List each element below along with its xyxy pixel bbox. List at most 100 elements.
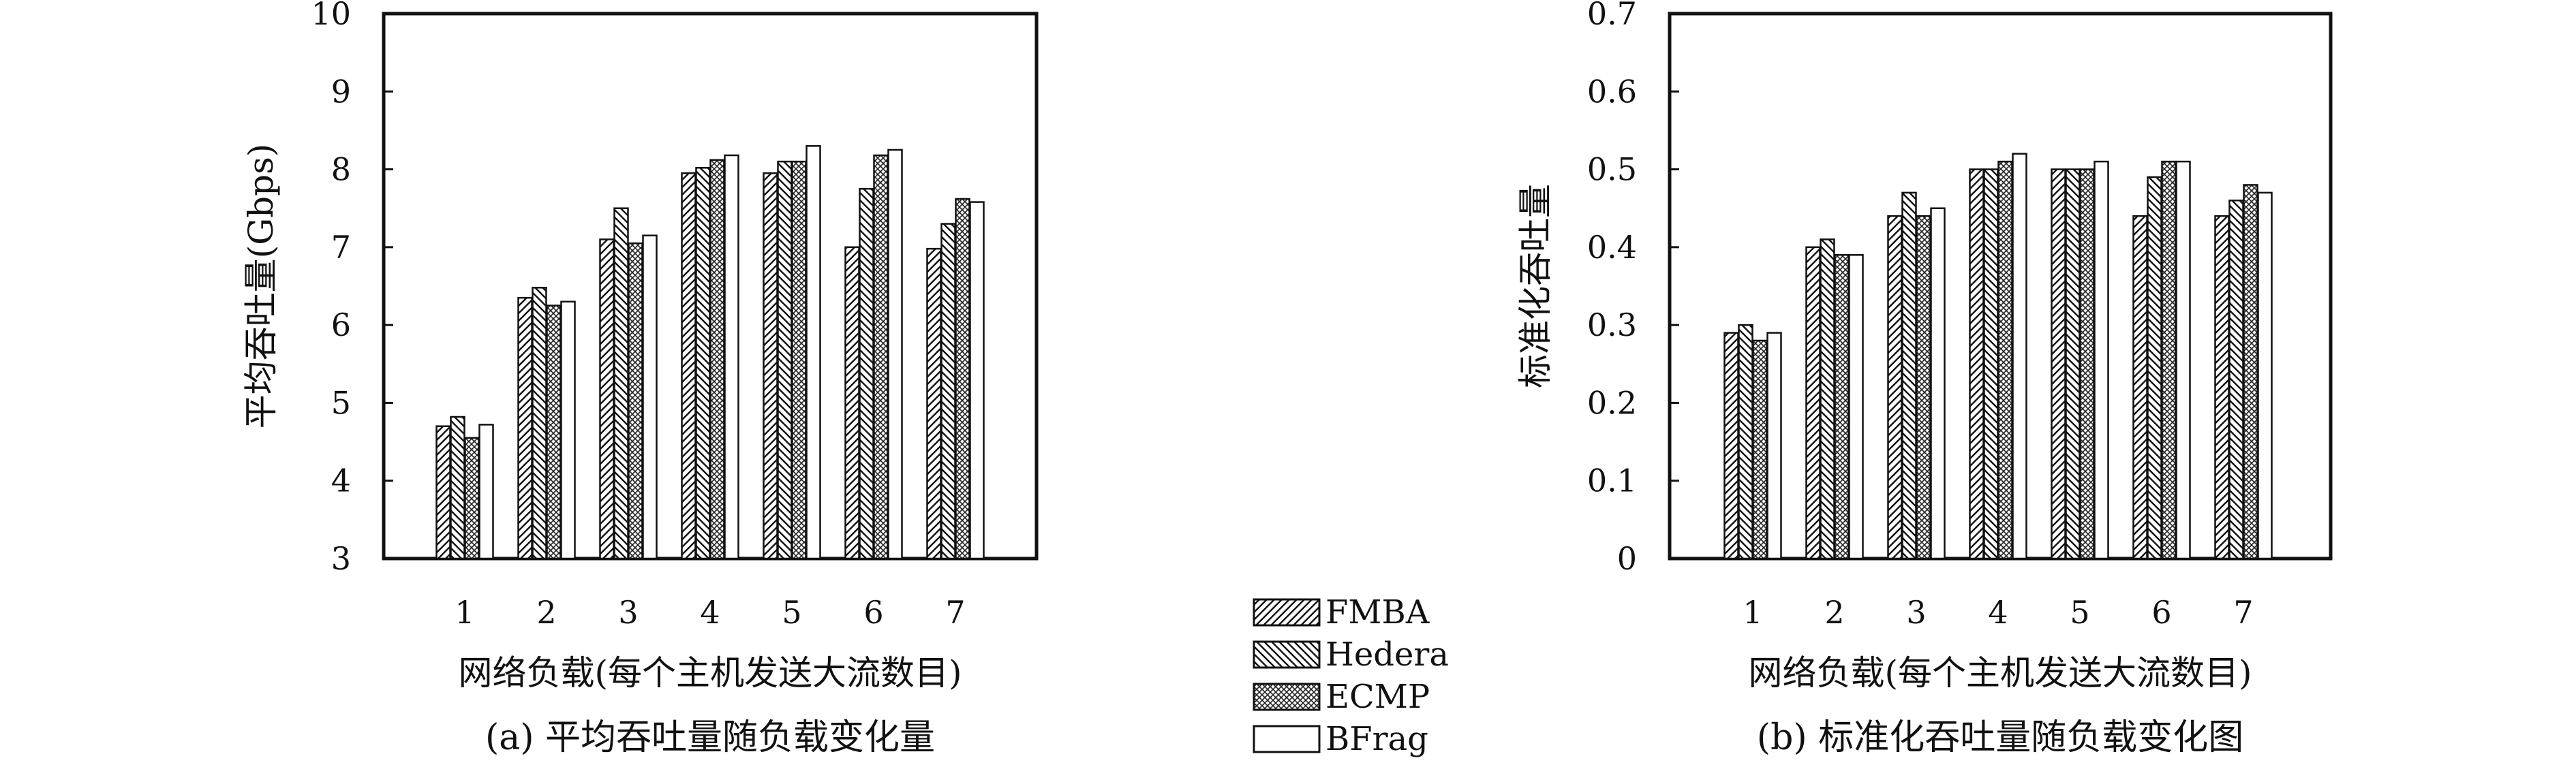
x-tick-label: 5 <box>782 594 801 631</box>
y-tick-label: 6 <box>331 307 351 343</box>
y-tick-label: 7 <box>331 229 351 266</box>
bar-ecmp-4 <box>1997 160 2013 560</box>
bar-fmba-4 <box>681 172 696 560</box>
bar-bfrag-2 <box>1848 254 1864 560</box>
y-tick-label: 0.5 <box>1587 151 1637 188</box>
bar-fmba-1 <box>1723 332 1739 560</box>
bar-bfrag-4 <box>724 154 739 560</box>
x-axis-label-b: 网络负载(每个主机发送大流数目) <box>1748 653 2252 693</box>
x-tick-label: 5 <box>2070 594 2089 631</box>
bar-hedera-1 <box>1738 324 1753 560</box>
legend-swatch-bfrag <box>1253 725 1321 753</box>
y-axis-label-a: 平均吞吐量(Gbps) <box>241 144 281 429</box>
bar-hedera-7 <box>940 223 956 560</box>
bar-hedera-3 <box>613 207 629 560</box>
bar-fmba-6 <box>844 246 860 560</box>
legend-item-bfrag: BFrag <box>1253 720 1428 758</box>
legend-swatch-ecmp <box>1253 683 1321 711</box>
legend-swatch-fmba <box>1253 598 1321 627</box>
bar-bfrag-4 <box>2012 153 2027 560</box>
bar-bfrag-2 <box>560 300 576 560</box>
bar-fmba-7 <box>2214 215 2230 560</box>
bar-ecmp-5 <box>2079 168 2095 560</box>
x-tick-label: 2 <box>1824 594 1844 631</box>
bar-fmba-3 <box>599 238 615 560</box>
bar-fmba-6 <box>2132 215 2148 560</box>
bar-hedera-1 <box>450 416 465 560</box>
legend-label-ecmp: ECMP <box>1325 678 1430 716</box>
y-tick-label: 9 <box>331 73 351 110</box>
bar-bfrag-5 <box>2094 160 2109 560</box>
bar-hedera-2 <box>532 287 547 560</box>
bar-bfrag-1 <box>1766 332 1782 560</box>
bar-bfrag-1 <box>478 424 494 560</box>
legend-label-fmba: FMBA <box>1325 593 1430 631</box>
bar-bfrag-3 <box>1930 207 1946 560</box>
bar-ecmp-7 <box>955 198 970 560</box>
bar-fmba-2 <box>517 296 533 560</box>
bar-ecmp-1 <box>464 437 480 560</box>
x-tick-label: 7 <box>945 594 965 631</box>
legend-label-bfrag: BFrag <box>1325 720 1428 758</box>
x-tick-label: 3 <box>618 594 638 631</box>
y-tick-label: 8 <box>331 151 351 188</box>
y-axis-a: 3 4 5 6 7 8 9 10 <box>311 0 393 577</box>
y-tick-label: 0.2 <box>1587 384 1637 421</box>
caption-a: (a) 平均吞吐量随负载变化量 <box>485 717 935 758</box>
legend-item-ecmp: ECMP <box>1253 678 1430 716</box>
bar-hedera-5 <box>777 160 793 560</box>
y-tick-label: 5 <box>331 384 351 421</box>
bar-ecmp-2 <box>1834 254 1850 560</box>
x-tick-label: 3 <box>1906 594 1926 631</box>
chart-panel-b: 0 0.1 0.2 0.3 0.4 0.5 0.6 0.7 1 2 3 4 5 6 7 标准化吞吐量 网络… <box>1516 0 2333 758</box>
bar-bfrag-6 <box>887 148 903 560</box>
bar-hedera-2 <box>1820 238 1835 560</box>
bar-ecmp-6 <box>2161 160 2177 560</box>
x-tick-label: 7 <box>2233 594 2253 631</box>
bar-ecmp-2 <box>546 304 562 560</box>
bar-hedera-6 <box>859 187 874 560</box>
y-axis-label-b: 标准化吞吐量 <box>1516 184 1555 388</box>
y-tick-label: 10 <box>311 0 351 32</box>
y-tick-label: 0.4 <box>1587 229 1637 266</box>
bar-ecmp-5 <box>791 160 807 560</box>
x-axis-b: 1 2 3 4 5 6 7 <box>1743 594 2253 631</box>
legend: FMBA Hedera ECMP BFrag <box>1253 593 1449 758</box>
x-tick-label: 4 <box>700 594 720 631</box>
bar-ecmp-1 <box>1752 339 1768 560</box>
bar-bfrag-3 <box>642 234 658 560</box>
bar-bfrag-7 <box>2257 191 2273 560</box>
legend-item-fmba: FMBA <box>1253 593 1430 631</box>
y-tick-label: 0 <box>1617 540 1637 577</box>
bar-bfrag-7 <box>969 201 985 560</box>
y-tick-label: 4 <box>331 463 351 499</box>
y-tick-label: 0.3 <box>1587 307 1637 343</box>
bars-a <box>435 145 985 560</box>
x-axis-label-a: 网络负载(每个主机发送大流数目) <box>458 653 962 693</box>
bar-fmba-2 <box>1805 246 1821 560</box>
y-tick-label: 3 <box>331 540 351 577</box>
bar-fmba-3 <box>1887 215 1903 560</box>
y-tick-label: 0.7 <box>1587 0 1637 32</box>
bar-hedera-6 <box>2147 176 2162 560</box>
bar-bfrag-6 <box>2175 160 2191 560</box>
x-tick-label: 2 <box>536 594 556 631</box>
bar-ecmp-3 <box>1916 215 1931 560</box>
bar-hedera-7 <box>2228 200 2244 560</box>
x-tick-label: 1 <box>455 594 474 631</box>
bars-b <box>1723 153 2273 560</box>
x-tick-label: 6 <box>863 594 883 631</box>
legend-label-hedera: Hedera <box>1325 636 1449 674</box>
x-tick-label: 6 <box>2151 594 2171 631</box>
caption-b: (b) 标准化吞吐量随负载变化图 <box>1757 717 2243 758</box>
y-tick-label: 0.1 <box>1587 463 1637 499</box>
bar-hedera-4 <box>695 167 711 560</box>
bar-fmba-5 <box>763 172 778 560</box>
bar-fmba-1 <box>435 425 451 560</box>
legend-swatch-hedera <box>1253 640 1321 669</box>
y-axis-b: 0 0.1 0.2 0.3 0.4 0.5 0.6 0.7 <box>1587 0 1679 577</box>
bar-fmba-7 <box>926 247 942 560</box>
bar-bfrag-5 <box>806 145 821 560</box>
bar-hedera-4 <box>1983 168 1999 560</box>
